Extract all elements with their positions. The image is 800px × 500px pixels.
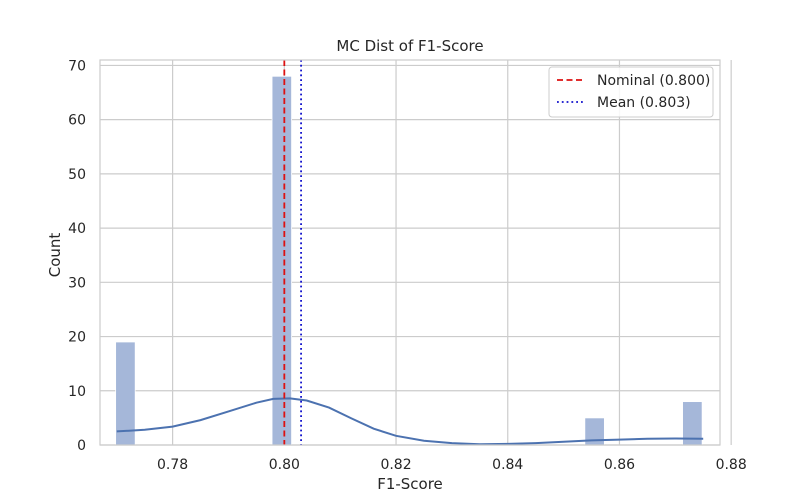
plot-frame (99, 59, 721, 446)
histogram-bar (271, 75, 292, 446)
y-tick-label: 70 (68, 58, 86, 74)
chart-title: MC Dist of F1-Score (336, 37, 483, 55)
x-tick-labels: 0.78 0.80 0.82 0.84 0.86 0.88 (157, 457, 747, 473)
legend: Nominal (0.800) Mean (0.803) (548, 66, 714, 118)
x-tick-label: 0.80 (269, 457, 300, 473)
x-tick-label: 0.84 (492, 457, 523, 473)
y-tick-label: 10 (68, 384, 86, 400)
x-tick-label: 0.78 (157, 457, 188, 473)
x-axis-label: F1-Score (377, 475, 443, 493)
y-tick-label: 40 (68, 221, 86, 237)
x-tick-label: 0.88 (716, 457, 747, 473)
x-tick-label: 0.82 (380, 457, 411, 473)
y-tick-label: 60 (68, 113, 86, 129)
legend-box (548, 66, 714, 118)
legend-label: Mean (0.803) (597, 95, 691, 111)
y-tick-label: 50 (68, 167, 86, 183)
y-tick-label: 30 (68, 275, 86, 291)
histogram-bars (115, 75, 703, 446)
x-tick-label: 0.86 (604, 457, 635, 473)
y-tick-label: 20 (68, 330, 86, 346)
y-tick-labels: 0 10 20 30 40 50 60 70 (68, 58, 86, 454)
grid (100, 60, 732, 446)
y-tick-label: 0 (77, 438, 86, 454)
legend-label: Nominal (0.800) (597, 73, 710, 89)
kde-curve (116, 397, 704, 446)
y-axis-label: Count (46, 233, 64, 278)
reference-lines (283, 60, 302, 445)
